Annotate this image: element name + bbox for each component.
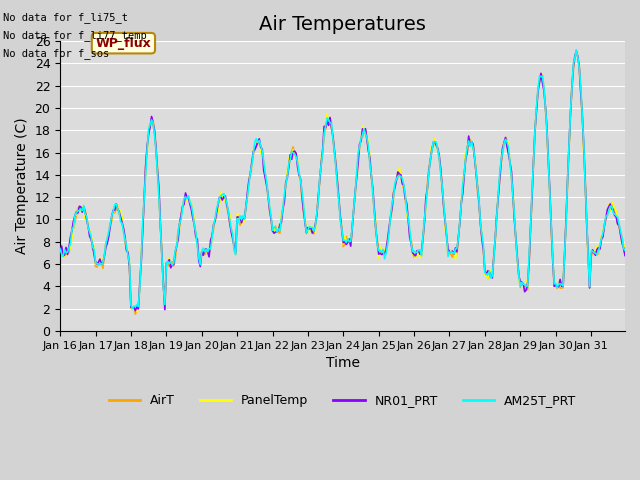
NR01_PRT (573, 48, 580, 54)
NR01_PRT (56, 247, 64, 252)
AM25T_PRT (93, 261, 101, 266)
AM25T_PRT (620, 246, 627, 252)
AM25T_PRT (573, 47, 580, 53)
Text: WP_flux: WP_flux (95, 36, 151, 50)
NR01_PRT (460, 171, 468, 177)
Text: No data for f_li75_t: No data for f_li75_t (3, 12, 128, 23)
Line: AirT: AirT (60, 52, 625, 314)
AM25T_PRT (56, 246, 64, 252)
AirT (56, 252, 64, 258)
Line: AM25T_PRT: AM25T_PRT (60, 50, 625, 308)
AirT (620, 243, 627, 249)
AirT (573, 49, 580, 55)
AirT (132, 311, 140, 317)
PanelTemp (76, 203, 83, 208)
AM25T_PRT (129, 305, 136, 311)
AirT (76, 208, 83, 214)
NR01_PRT (76, 204, 83, 209)
PanelTemp (93, 262, 101, 267)
AirT (93, 264, 101, 270)
AirT (348, 226, 356, 231)
PanelTemp (620, 241, 627, 247)
AirT (621, 251, 629, 256)
NR01_PRT (620, 245, 627, 251)
X-axis label: Time: Time (326, 356, 360, 370)
AirT (545, 157, 552, 163)
AM25T_PRT (621, 248, 629, 253)
AM25T_PRT (460, 170, 468, 176)
PanelTemp (133, 309, 141, 314)
Legend: AirT, PanelTemp, NR01_PRT, AM25T_PRT: AirT, PanelTemp, NR01_PRT, AM25T_PRT (104, 389, 582, 412)
PanelTemp (348, 226, 356, 232)
PanelTemp (56, 253, 64, 259)
PanelTemp (460, 165, 468, 171)
PanelTemp (573, 50, 580, 56)
Text: No data for f_sos: No data for f_sos (3, 48, 109, 60)
AirT (460, 168, 468, 174)
Title: Air Temperatures: Air Temperatures (259, 15, 426, 34)
AM25T_PRT (76, 207, 83, 213)
NR01_PRT (93, 261, 101, 267)
Line: NR01_PRT: NR01_PRT (60, 51, 625, 311)
AM25T_PRT (348, 225, 356, 231)
AM25T_PRT (545, 158, 552, 164)
PanelTemp (621, 244, 629, 250)
NR01_PRT (348, 226, 356, 231)
NR01_PRT (132, 308, 140, 313)
Line: PanelTemp: PanelTemp (60, 53, 625, 312)
PanelTemp (545, 158, 552, 164)
NR01_PRT (545, 157, 552, 163)
Y-axis label: Air Temperature (C): Air Temperature (C) (15, 118, 29, 254)
Text: No data for f_li77_temp: No data for f_li77_temp (3, 30, 147, 41)
NR01_PRT (621, 252, 629, 258)
